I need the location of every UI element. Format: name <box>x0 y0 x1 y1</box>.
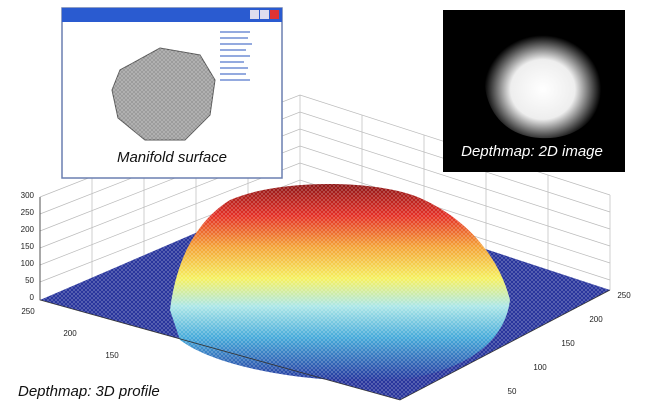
x-tick-label: 250 <box>617 291 631 300</box>
profile-caption: Depthmap: 3D profile <box>18 383 160 400</box>
x-tick-label: 100 <box>533 363 547 372</box>
y-tick-label: 150 <box>105 351 119 360</box>
window-button <box>260 10 269 19</box>
figure: 0 50 100 150 200 250 300 250 200 150 50 100 150 200 25… <box>0 0 651 408</box>
manifold-window: Manifold surface <box>62 8 282 178</box>
x-tick-label: 150 <box>561 339 575 348</box>
y-tick-label: 200 <box>63 329 77 338</box>
z-tick-label: 0 <box>30 293 35 302</box>
z-tick-label: 50 <box>25 276 34 285</box>
x-tick-label: 200 <box>589 315 603 324</box>
title-bar <box>62 8 282 22</box>
z-tick-label: 150 <box>21 242 35 251</box>
window-close <box>270 10 279 19</box>
depthmap-caption: Depthmap: 2D image <box>461 143 603 160</box>
y-tick-label: 250 <box>21 307 35 316</box>
depthmap-inset: Depthmap: 2D image <box>443 10 625 172</box>
x-tick-label: 50 <box>508 387 517 396</box>
z-tick-label: 250 <box>21 208 35 217</box>
surface-mesh <box>170 184 510 381</box>
z-tick-label: 100 <box>21 259 35 268</box>
z-tick-label: 200 <box>21 225 35 234</box>
manifold-caption: Manifold surface <box>117 149 227 166</box>
depthmap-blob <box>484 30 601 138</box>
z-tick-label: 300 <box>21 191 35 200</box>
window-button <box>250 10 259 19</box>
